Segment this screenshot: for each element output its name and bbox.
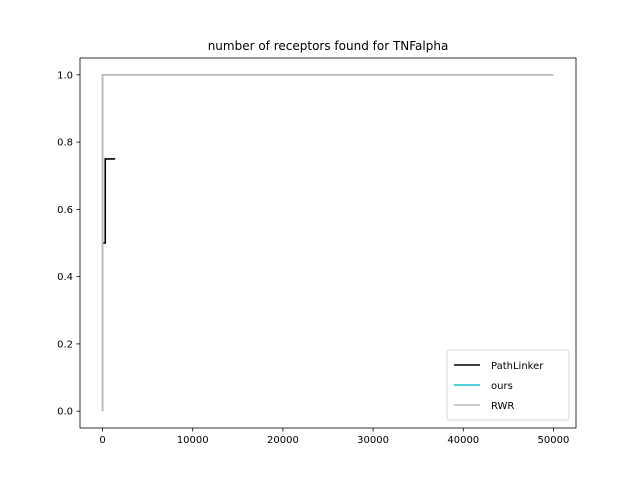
y-tick-label: 0.4 [57, 272, 73, 283]
y-tick-label: 1.0 [57, 70, 73, 81]
legend: PathLinker ours RWR [446, 349, 570, 421]
legend-label: RWR [491, 401, 514, 412]
x-tick-label: 50000 [538, 435, 570, 446]
series-line-pathlinker [102, 158, 116, 244]
plot-frame [79, 57, 577, 429]
y-tick-label: 0.0 [57, 407, 73, 418]
x-tick-label: 20000 [267, 435, 299, 446]
legend-box [446, 349, 570, 421]
series-line-rwr [101, 74, 554, 412]
y-tick-label: 0.2 [57, 339, 73, 350]
series-layer [101, 74, 554, 412]
x-tick-label: 10000 [177, 435, 209, 446]
x-tick-label: 30000 [357, 435, 389, 446]
legend-label: PathLinker [491, 361, 544, 372]
axes: 0 10000 20000 30000 40000 50000 0.0 0.2 0.4 0.6 0.… [57, 70, 569, 446]
x-tick-label: 40000 [447, 435, 479, 446]
chart-title: number of receptors found for TNFalpha [208, 39, 449, 53]
x-tick-label: 0 [99, 435, 105, 446]
y-tick-label: 0.6 [57, 205, 73, 216]
legend-label: ours [491, 381, 513, 392]
y-tick-label: 0.8 [57, 138, 73, 149]
